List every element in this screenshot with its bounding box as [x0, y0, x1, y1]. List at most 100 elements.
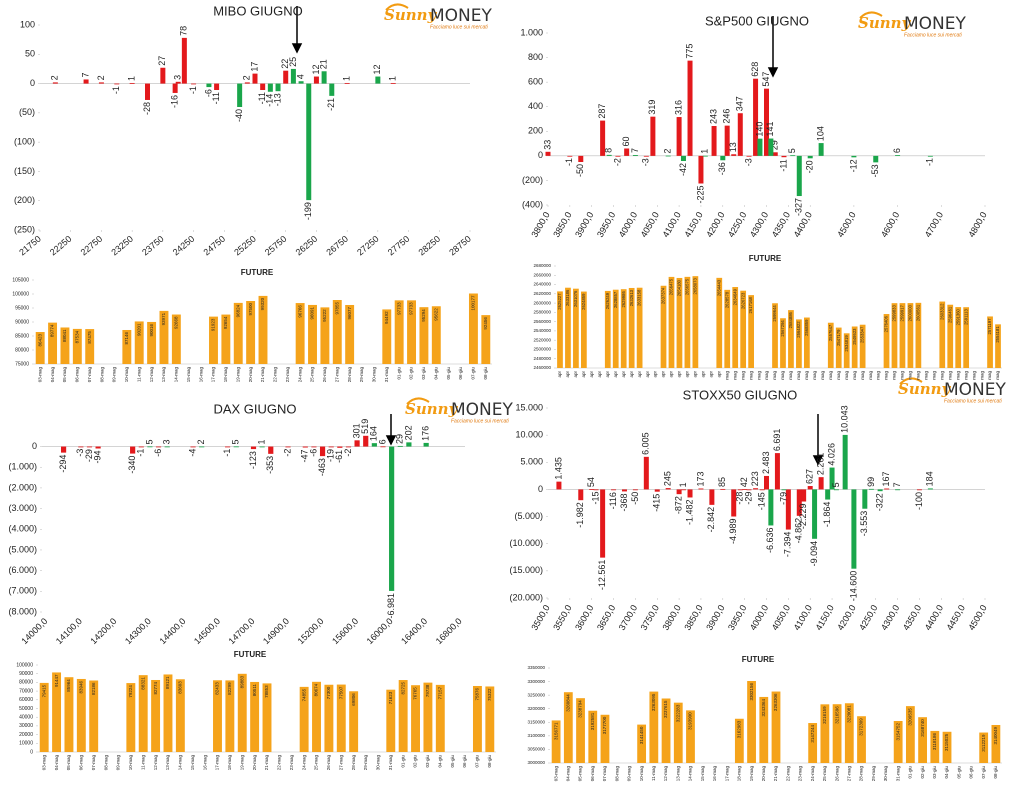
value-label: -123: [248, 451, 258, 469]
value-label: 87534: [75, 330, 80, 343]
bar: [665, 155, 671, 157]
x-tick-label: 22-mag: [277, 755, 282, 771]
bar: [312, 681, 321, 752]
bar: [397, 445, 403, 447]
bar: [319, 446, 326, 457]
x-tick-label: 22-mag: [273, 367, 278, 383]
x-tick-label: 30-mag: [376, 755, 381, 771]
bar: [764, 475, 769, 490]
x-tick-label: 4350,0: [770, 210, 792, 239]
value-label: 75876: [475, 687, 480, 700]
value-label: -322: [874, 493, 884, 511]
bar: [172, 83, 178, 93]
value-label: 85: [717, 477, 727, 487]
x-tick-label: 16-mag: [202, 755, 207, 771]
bar: [643, 155, 649, 157]
chart: FUTURE 0 10000 20000 30000 40000 50000 60000 700…: [16, 650, 496, 770]
value-label: 90016: [149, 323, 154, 336]
x-tick-label: 26750: [324, 234, 350, 258]
bar: [918, 717, 927, 763]
x-tick-label: 3800,0: [660, 603, 682, 632]
value-label: 88041: [62, 329, 67, 342]
x-tick-label: 4250,0: [726, 210, 748, 239]
value-label: 74855: [301, 688, 306, 701]
bar: [676, 117, 682, 156]
x-tick-label: 15-mag: [190, 755, 195, 771]
bar: [160, 67, 166, 84]
value-label: -36: [717, 162, 727, 175]
bar: [435, 684, 445, 752]
bar: [702, 155, 708, 157]
x-tick-label: 11-mag: [140, 755, 145, 770]
x-tick-label: 4500,0: [835, 210, 857, 239]
bar: [604, 290, 611, 368]
bar: [785, 489, 791, 530]
value-label: -225: [695, 186, 705, 204]
value-label: -2: [282, 449, 292, 457]
bar: [175, 81, 181, 84]
bar: [64, 677, 74, 752]
bar: [345, 446, 352, 448]
value-label: 2: [196, 439, 206, 444]
bar: [807, 155, 813, 159]
value-label: 22: [280, 59, 290, 69]
x-tick-label: 15600,0: [330, 616, 360, 646]
x-tick-label: 3900,0: [704, 603, 726, 632]
x-tick-label: mag: [844, 371, 849, 380]
logo-brand: Sunny: [384, 6, 438, 24]
value-label: 17: [249, 62, 259, 72]
x-tick-label: 3850,0: [551, 210, 573, 239]
bar: [632, 154, 638, 156]
value-label: 21: [318, 59, 328, 69]
value-label: 2617168: [748, 296, 753, 313]
bar: [258, 295, 268, 364]
y-tick-label: 3050000: [527, 747, 545, 752]
value-label: 78853: [264, 685, 269, 698]
value-label: 3302156: [749, 683, 754, 701]
bar: [724, 125, 730, 156]
value-label: 1.435: [553, 457, 563, 480]
bar: [753, 78, 759, 156]
value-label: 93971: [161, 312, 166, 325]
logo-brand: Sunny: [898, 380, 952, 398]
bar: [337, 446, 343, 448]
x-tick-label: 13-mag: [165, 755, 170, 771]
value-label: 3156771: [553, 722, 558, 740]
value-label: -94: [92, 450, 102, 463]
value-label: 3263306: [773, 693, 778, 711]
bar: [250, 446, 257, 450]
bar: [72, 328, 82, 364]
value-label: 85964: [66, 679, 71, 692]
y-tick-label: 5.000: [520, 457, 543, 467]
bar: [60, 327, 70, 364]
value-label: -50: [575, 164, 585, 177]
x-tick-label: mag: [860, 371, 865, 380]
x-tick-label: 14300,0: [123, 616, 153, 646]
y-tick-label: 80000: [19, 680, 33, 686]
logo-name: MONEY: [944, 380, 1007, 400]
value-label: 547: [761, 72, 771, 87]
value-label: -872: [673, 496, 683, 514]
bar: [344, 82, 350, 84]
bar: [237, 673, 247, 752]
value-label: 89774: [50, 324, 55, 337]
chart: S&P500 GIUGNO 1.000 800 600 400 200 0 (200) (400…: [520, 13, 988, 239]
value-label: 3216596: [834, 706, 839, 724]
value-label: 95622: [433, 308, 438, 321]
x-tick-label: apr: [629, 371, 634, 378]
value-label: 12: [372, 65, 382, 75]
value-label: -463: [317, 458, 327, 476]
bar: [275, 83, 281, 92]
bar: [781, 155, 787, 158]
value-label: -11: [257, 92, 267, 104]
value-label: 319: [647, 100, 657, 115]
bar: [916, 489, 922, 491]
bar: [147, 321, 157, 364]
value-label: 6.005: [641, 432, 651, 455]
chart-title: FUTURE: [742, 655, 775, 664]
value-label: 2553347: [860, 326, 865, 343]
x-tick-label: apr: [693, 371, 698, 378]
x-tick-label: 03-mag: [553, 766, 558, 782]
value-label: -19: [326, 449, 336, 462]
bar: [472, 685, 482, 752]
